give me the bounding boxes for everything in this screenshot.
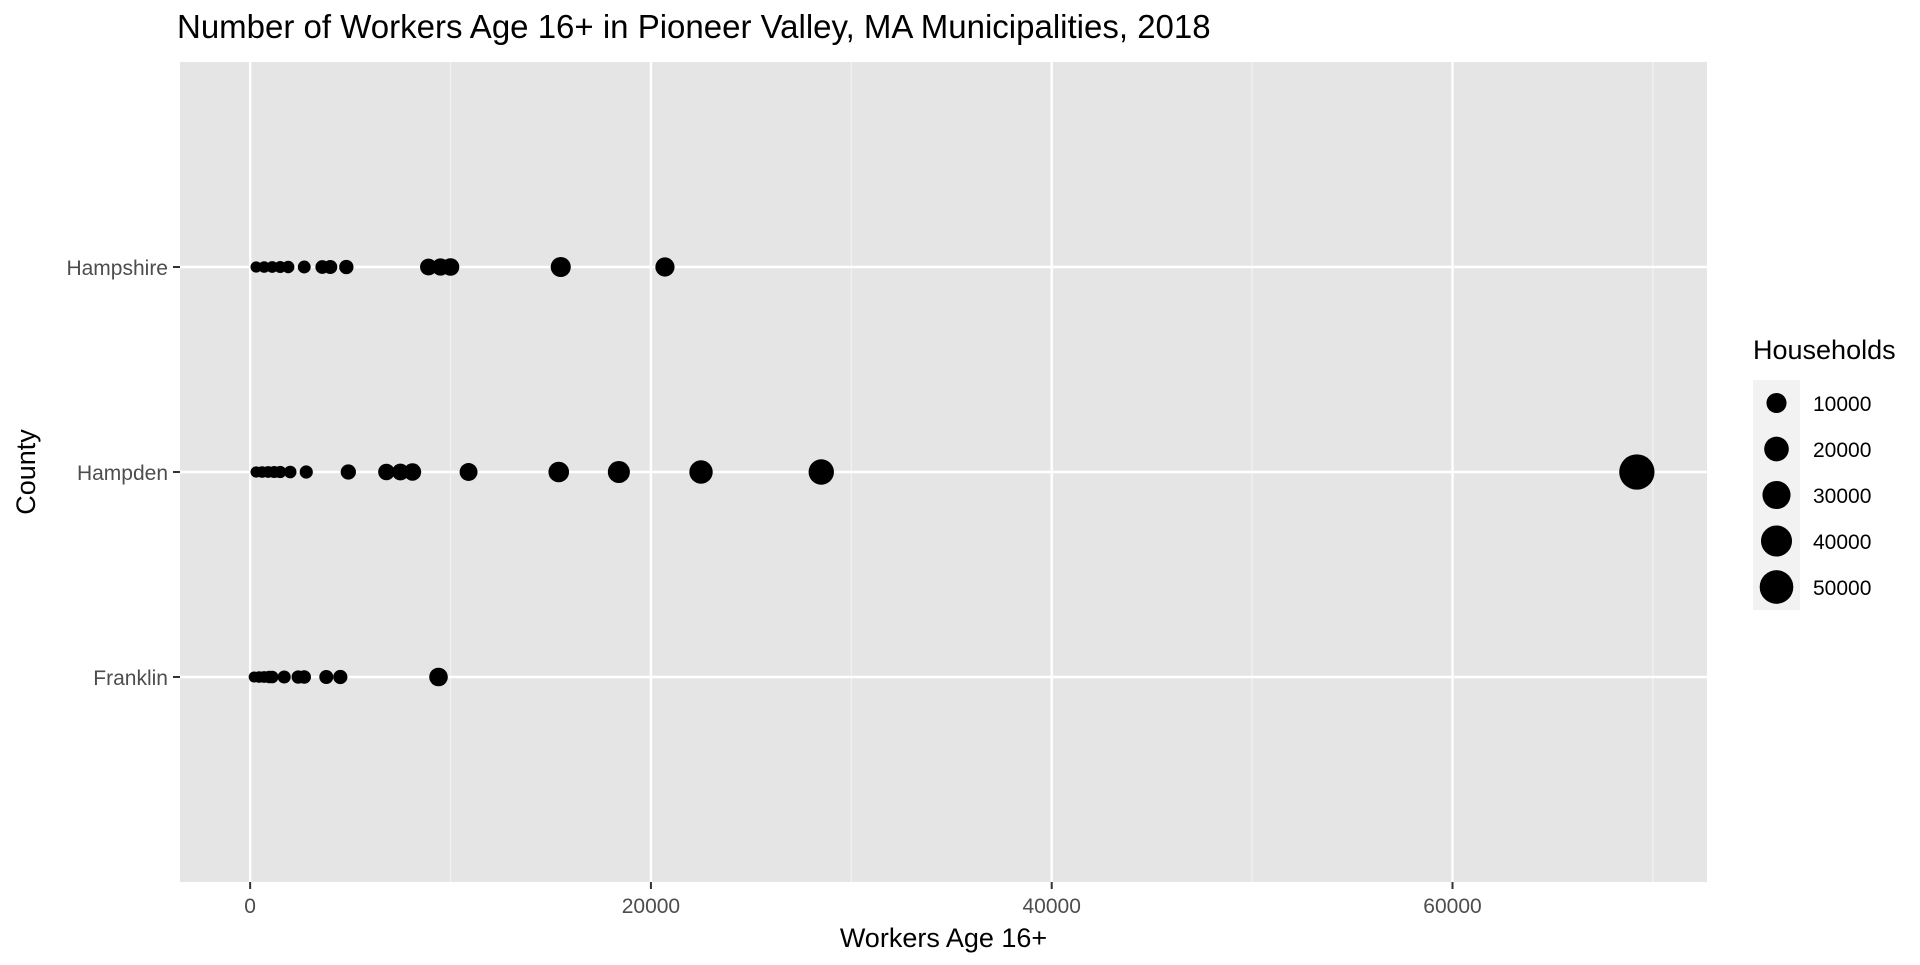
y-tick-label: Franklin: [93, 667, 168, 690]
data-point: [550, 256, 571, 278]
data-point: [282, 260, 295, 274]
x-tick-label: 20000: [622, 895, 680, 918]
legend-items: 10000 20000 30000 40000 50000: [1759, 392, 1871, 604]
data-point: [655, 257, 675, 277]
legend-label: 10000: [1813, 393, 1871, 416]
legend-title: Households: [1753, 335, 1896, 365]
chart-title: Number of Workers Age 16+ in Pioneer Val…: [177, 8, 1211, 45]
legend-key-point: [1760, 525, 1793, 557]
data-point: [265, 670, 279, 684]
legend-label: 30000: [1813, 485, 1871, 508]
size-legend: Households 10000 20000 30000 40000 50000: [1753, 335, 1896, 610]
data-point: [392, 463, 409, 481]
data-point: [333, 669, 348, 685]
x-axis: 0 20000 40000 60000: [244, 882, 1482, 918]
legend-key-point: [1766, 392, 1787, 414]
data-point: [403, 463, 422, 481]
legend-label: 50000: [1813, 577, 1871, 600]
x-axis-label: Workers Age 16+: [840, 923, 1047, 953]
data-point: [689, 460, 713, 484]
data-point: [548, 461, 570, 483]
data-point: [378, 463, 395, 481]
legend-label: 20000: [1813, 439, 1871, 462]
data-point: [323, 259, 338, 275]
data-point: [808, 459, 834, 485]
data-points: [248, 256, 1655, 687]
y-axis-label: County: [11, 429, 41, 515]
data-point: [299, 465, 313, 479]
data-point: [607, 460, 630, 484]
legend-key-point: [1762, 480, 1791, 510]
x-tick-label: 0: [244, 895, 256, 918]
data-point: [339, 259, 354, 275]
data-point: [274, 465, 287, 479]
data-point: [420, 258, 437, 276]
data-point: [1619, 454, 1655, 490]
data-point: [283, 465, 297, 479]
data-point: [429, 667, 448, 687]
data-point: [250, 261, 262, 273]
data-point: [319, 669, 334, 685]
data-point: [459, 463, 478, 481]
y-axis: Franklin Hampden Hampshire: [66, 257, 180, 690]
legend-key-point: [1764, 436, 1789, 462]
data-point: [297, 670, 311, 684]
legend-label: 40000: [1813, 531, 1871, 554]
y-tick-label: Hampden: [77, 462, 168, 485]
data-point: [340, 464, 356, 480]
x-tick-label: 40000: [1023, 895, 1081, 918]
y-tick-label: Hampshire: [66, 257, 168, 280]
data-point: [441, 258, 460, 276]
legend-key-point: [1759, 570, 1794, 604]
data-point: [297, 260, 311, 274]
x-tick-label: 60000: [1423, 895, 1481, 918]
data-point: [277, 670, 291, 684]
